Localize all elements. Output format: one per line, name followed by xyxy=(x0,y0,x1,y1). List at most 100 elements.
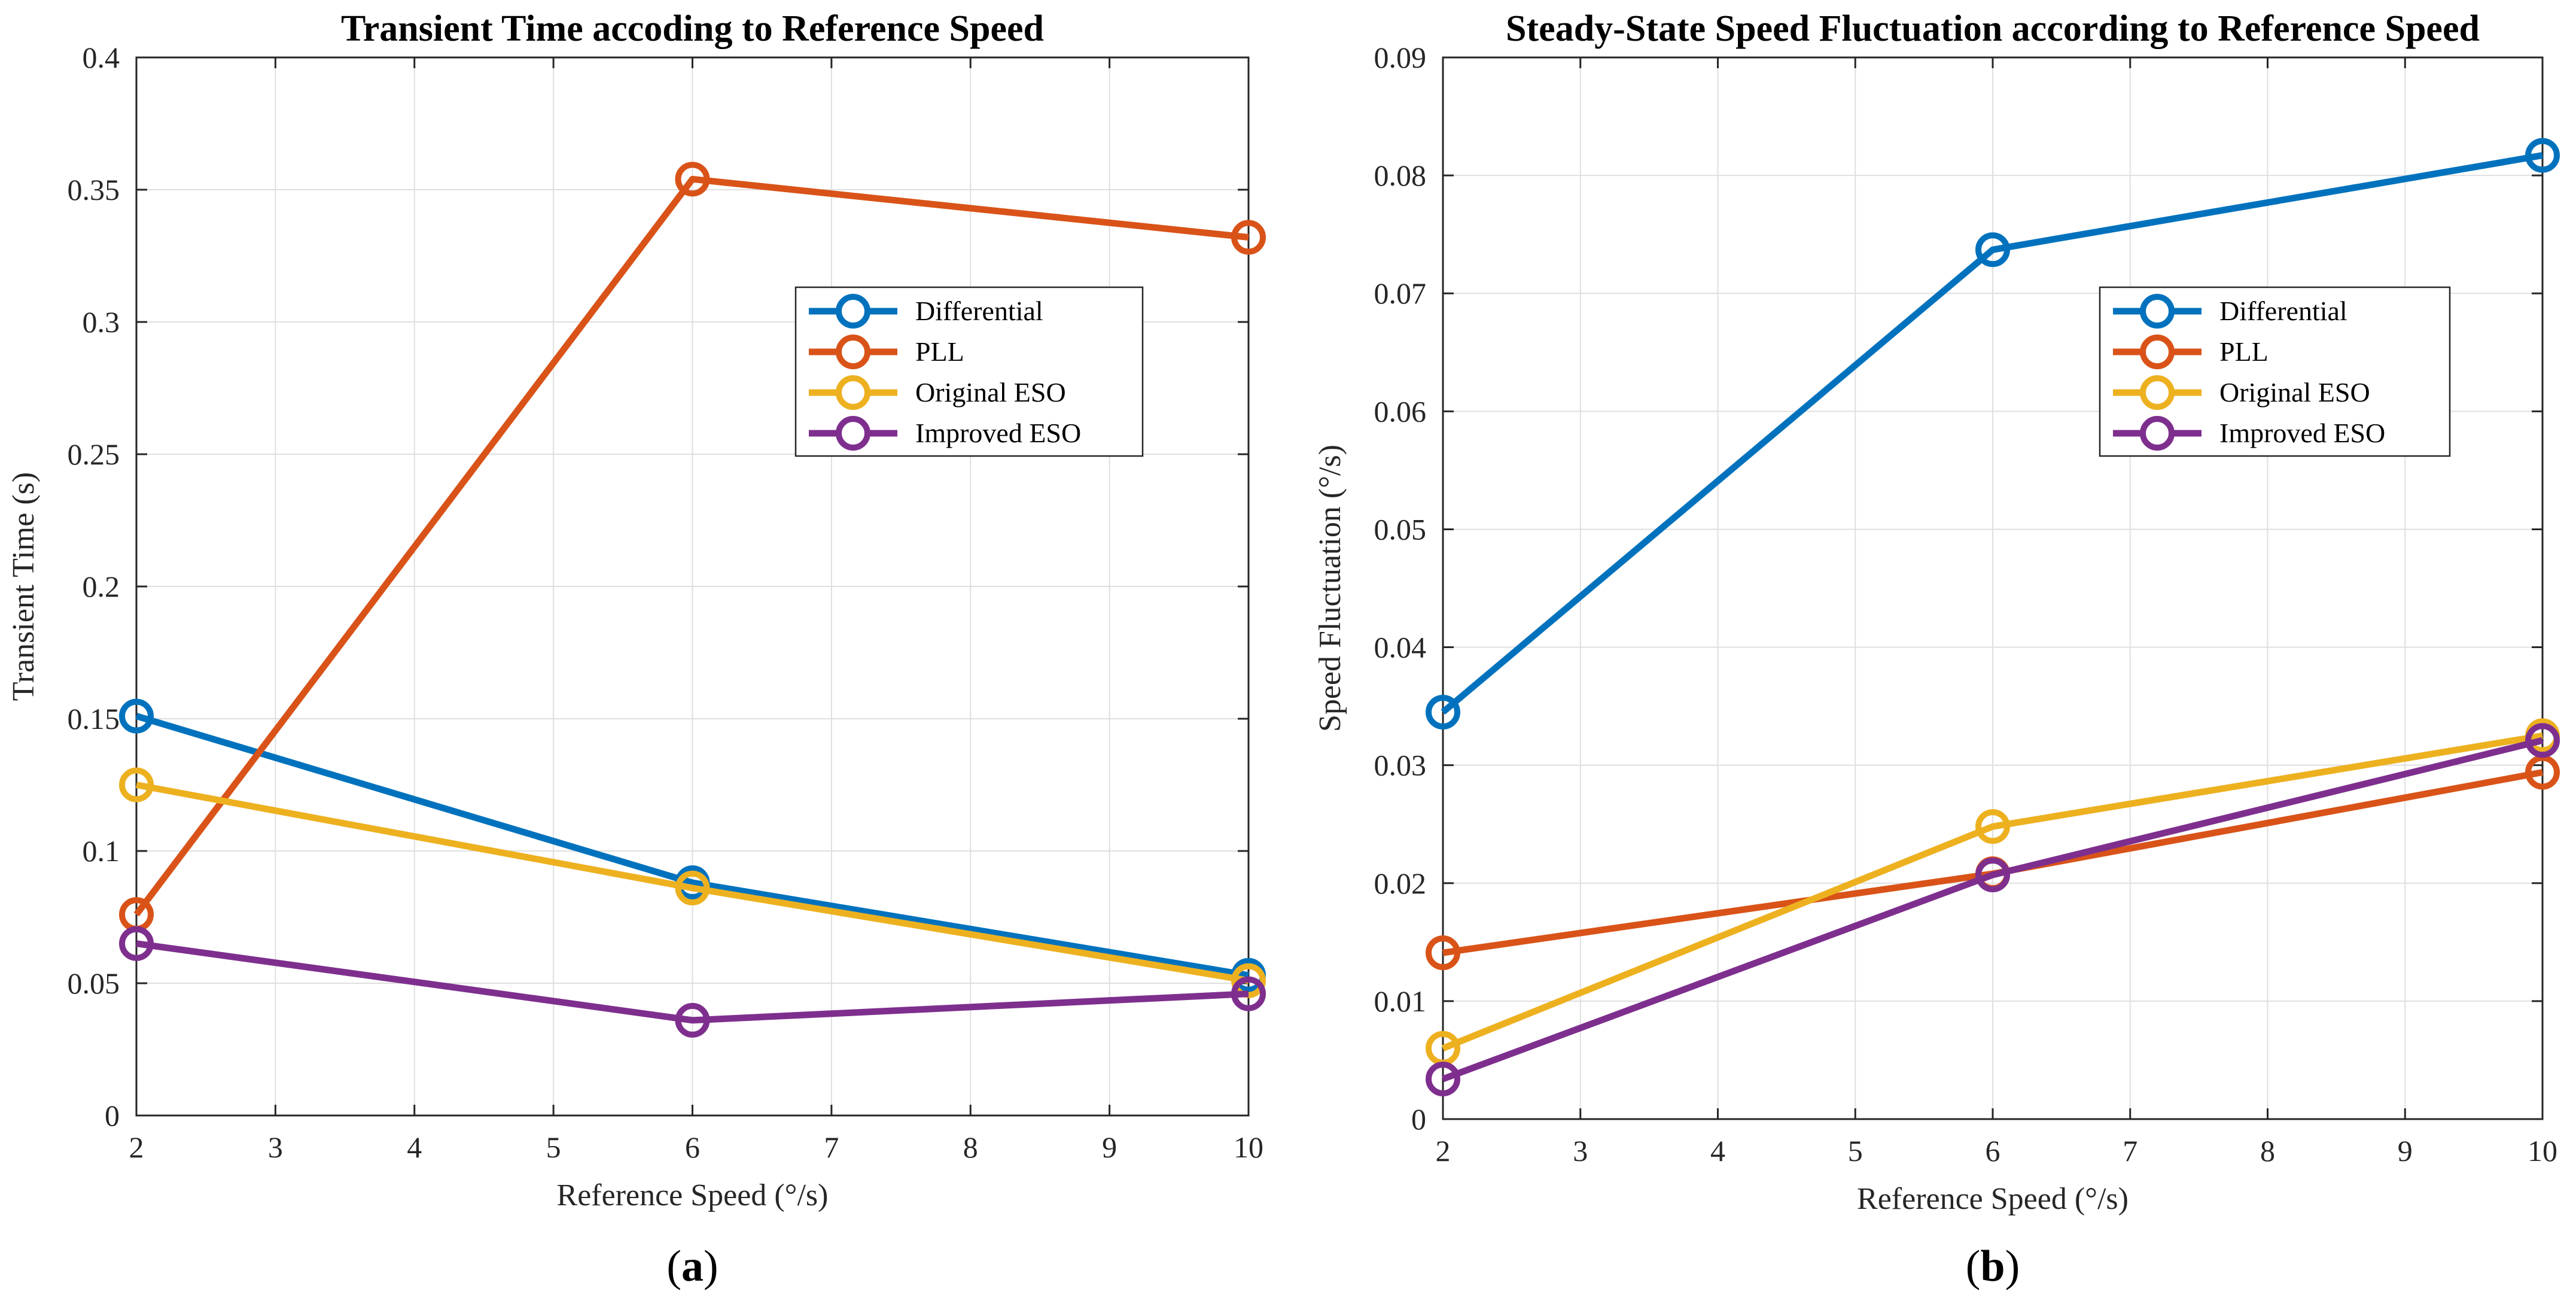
data-point xyxy=(2525,723,2560,758)
y-tick-label: 0.03 xyxy=(1374,749,1427,782)
series-line xyxy=(1441,152,2543,715)
y-tick-label: 0.04 xyxy=(1374,631,1427,664)
y-tick-label: 0.4 xyxy=(83,41,120,74)
series-line xyxy=(136,940,1249,1024)
x-tick-label: 4 xyxy=(407,1130,422,1164)
legend-entry: Original ESO xyxy=(2113,375,2370,410)
legend-label: Differential xyxy=(915,296,1043,326)
y-tick-label: 0.01 xyxy=(1374,984,1427,1018)
x-tick-label: 5 xyxy=(1848,1134,1863,1168)
y-tick-label: 0.09 xyxy=(1374,41,1427,74)
x-tick-label: 3 xyxy=(1573,1134,1588,1168)
x-axis-label: Reference Speed (°/s) xyxy=(557,1178,829,1212)
legend-label: Improved ESO xyxy=(915,418,1081,448)
x-tick-label: 9 xyxy=(2398,1134,2413,1168)
y-tick-label: 0.05 xyxy=(68,966,120,1000)
legend: Differential PLL Original ESO Improved ESO xyxy=(2099,286,2451,457)
y-tick-label: 0 xyxy=(1411,1102,1426,1136)
data-point xyxy=(675,870,710,905)
legend-entry: Differential xyxy=(2113,294,2347,329)
legend-entry: Improved ESO xyxy=(809,416,1081,451)
y-tick-label: 0 xyxy=(105,1099,120,1132)
series-line xyxy=(133,175,1249,917)
data-point xyxy=(1231,220,1266,255)
data-point xyxy=(1975,809,2010,844)
series-pll xyxy=(119,162,1266,932)
x-tick-label: 6 xyxy=(1986,1134,2000,1168)
x-tick-label: 7 xyxy=(2123,1134,2137,1168)
chart-title: Transient Time accoding to Reference Spe… xyxy=(341,8,1044,49)
data-point xyxy=(119,926,154,961)
legend-marker xyxy=(836,416,870,451)
data-point xyxy=(675,1002,710,1038)
data-point xyxy=(1426,1061,1460,1096)
legend-entry: PLL xyxy=(2113,335,2269,369)
x-tick-label: 5 xyxy=(546,1130,561,1164)
data-point xyxy=(1426,935,1460,971)
subfigure-label: (a) xyxy=(666,1242,718,1291)
subfigure-label: (b) xyxy=(1966,1242,2020,1291)
x-tick-label: 3 xyxy=(268,1130,283,1164)
legend-marker xyxy=(2140,416,2175,451)
legend-label: Original ESO xyxy=(2219,377,2370,408)
legend-label: Differential xyxy=(2219,296,2347,326)
data-point xyxy=(675,162,710,197)
y-tick-label: 0.15 xyxy=(68,702,120,735)
legend-entry: Original ESO xyxy=(809,375,1066,410)
legend-entry: PLL xyxy=(809,335,964,369)
y-tick-label: 0.02 xyxy=(1374,867,1427,900)
legend-label: PLL xyxy=(2219,336,2269,367)
chart-panel-a: 2 3 4 5 6 7 8 9 10 0 0.05 0.1 0.15 0.2 0.25 0.3 0.35 0.4 T… xyxy=(7,8,1266,1291)
y-axis-label: Transient Time (s) xyxy=(7,472,41,701)
legend-marker xyxy=(836,294,870,329)
legend-marker xyxy=(836,335,870,369)
x-tick-label: 2 xyxy=(129,1130,144,1164)
y-tick-label: 0.25 xyxy=(68,437,120,471)
legend-marker xyxy=(2140,294,2175,329)
series-line xyxy=(135,713,1249,979)
series-improved-eso xyxy=(119,926,1266,1038)
x-tick-label: 7 xyxy=(824,1130,839,1164)
data-point xyxy=(2525,138,2560,173)
series-improved-eso xyxy=(1426,723,2560,1096)
legend-entry: Differential xyxy=(809,294,1043,329)
legend: Differential PLL Original ESO Improved ESO xyxy=(794,286,1144,457)
data-point xyxy=(1975,857,2010,892)
y-tick-label: 0.08 xyxy=(1374,159,1427,192)
y-tick-label: 0.1 xyxy=(83,834,120,868)
legend-marker xyxy=(836,375,870,410)
x-tick-label: 8 xyxy=(963,1130,978,1164)
y-tick-label: 0.05 xyxy=(1374,512,1427,546)
y-tick-label: 0.3 xyxy=(83,305,120,339)
series-line xyxy=(1442,737,2544,1083)
legend-marker xyxy=(2140,335,2175,369)
series-differential xyxy=(1426,138,2560,730)
legend-label: PLL xyxy=(915,336,964,367)
legend-marker xyxy=(2140,375,2175,410)
series-line xyxy=(135,782,1249,984)
data-point xyxy=(119,767,154,803)
data-point xyxy=(119,698,154,734)
x-tick-label: 6 xyxy=(685,1130,700,1164)
y-tick-label: 0.2 xyxy=(83,570,120,603)
data-point xyxy=(2525,755,2560,790)
series-line xyxy=(1441,732,2543,1051)
x-tick-label: 8 xyxy=(2260,1134,2275,1168)
y-tick-label: 0.06 xyxy=(1374,394,1427,428)
chart-title: Steady-State Speed Fluctuation according… xyxy=(1506,8,2480,49)
y-axis-label: Speed Fluctuation (°/s) xyxy=(1313,445,1347,732)
x-axis-label: Reference Speed (°/s) xyxy=(1857,1182,2129,1216)
data-point xyxy=(1426,694,1460,730)
x-tick-label: 10 xyxy=(2528,1134,2557,1168)
data-point xyxy=(1231,976,1266,1011)
y-tick-label: 0.07 xyxy=(1374,276,1427,310)
y-tick-label: 0.35 xyxy=(68,173,120,206)
x-tick-label: 10 xyxy=(1234,1130,1263,1164)
x-tick-label: 9 xyxy=(1102,1130,1117,1164)
legend-label: Original ESO xyxy=(915,377,1066,408)
legend-entry: Improved ESO xyxy=(2113,416,2385,451)
legend-label: Improved ESO xyxy=(2219,418,2385,448)
x-tick-label: 4 xyxy=(1710,1134,1725,1168)
data-point xyxy=(1975,232,2010,268)
